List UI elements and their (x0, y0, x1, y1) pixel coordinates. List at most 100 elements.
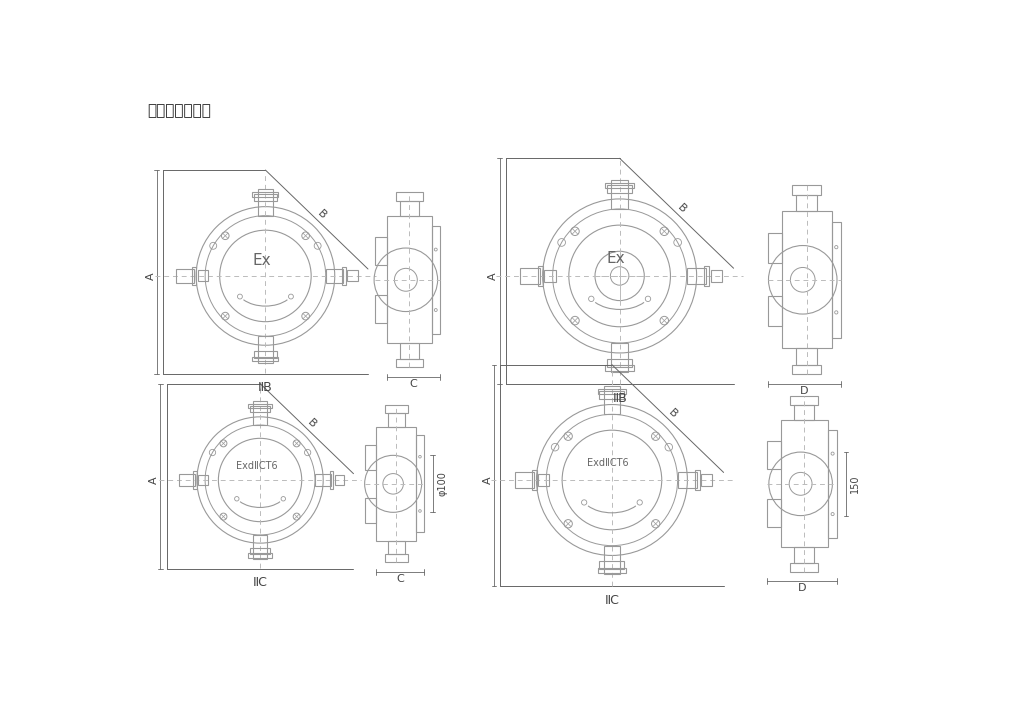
Bar (193, 472, 197, 489)
Text: Ex: Ex (607, 252, 625, 267)
Bar (532, 470, 536, 490)
Text: C: C (396, 575, 404, 585)
Text: 外形及安装尺寸: 外形及安装尺寸 (148, 102, 211, 118)
Bar (432, 226, 440, 334)
Bar (604, 386, 620, 415)
Bar (796, 348, 817, 365)
Text: φ100: φ100 (437, 472, 447, 496)
Text: B: B (305, 417, 318, 430)
Bar (544, 270, 556, 282)
Text: ⅡB: ⅡB (258, 381, 273, 394)
Bar (384, 554, 408, 562)
Bar (250, 405, 271, 412)
Bar (605, 183, 634, 188)
Bar (678, 472, 697, 487)
Bar (341, 267, 345, 286)
Bar (252, 356, 279, 361)
Bar (397, 192, 422, 201)
Text: A: A (146, 272, 156, 280)
Bar (701, 474, 712, 486)
Bar (790, 562, 819, 572)
Text: B: B (315, 208, 328, 221)
Text: D: D (800, 386, 809, 397)
Bar (538, 265, 542, 286)
Bar (416, 435, 423, 532)
Text: D: D (797, 583, 807, 593)
Text: B: B (675, 203, 688, 215)
Bar (605, 366, 634, 371)
Bar (335, 475, 344, 485)
Text: B: B (666, 407, 679, 420)
Bar (365, 445, 376, 470)
Bar (387, 413, 405, 427)
Bar (250, 548, 271, 554)
Bar (828, 430, 836, 538)
Bar (781, 420, 828, 547)
Bar (248, 554, 272, 558)
Bar (254, 350, 277, 358)
Text: A: A (483, 476, 493, 484)
Bar (687, 268, 706, 283)
Text: ExdⅡCT6: ExdⅡCT6 (587, 459, 629, 469)
Bar (607, 359, 632, 367)
Bar (768, 233, 782, 263)
Bar (792, 365, 821, 374)
Bar (347, 270, 358, 281)
Bar (365, 497, 376, 523)
Bar (178, 474, 195, 486)
Bar (598, 567, 626, 573)
Bar (695, 470, 699, 490)
Bar (767, 441, 781, 469)
Bar (598, 389, 626, 394)
Bar (611, 343, 628, 372)
Bar (790, 396, 819, 405)
Bar (704, 265, 709, 286)
Bar (604, 546, 620, 575)
Bar (374, 236, 387, 265)
Bar (600, 562, 624, 569)
Bar (400, 201, 419, 216)
Bar (710, 270, 722, 282)
Bar (384, 405, 408, 413)
Bar (253, 535, 266, 559)
Bar (607, 185, 632, 193)
Bar (400, 343, 419, 358)
Bar (515, 472, 534, 487)
Text: Ex: Ex (252, 253, 272, 268)
Text: A: A (488, 272, 498, 280)
Bar (376, 427, 416, 541)
Bar (198, 270, 208, 281)
Bar (397, 358, 422, 368)
Bar (767, 499, 781, 527)
Bar (198, 475, 208, 485)
Text: ⅡB: ⅡB (612, 392, 627, 404)
Bar (538, 474, 549, 486)
Bar (521, 268, 540, 283)
Bar (248, 404, 272, 408)
Text: ExdⅡCT6: ExdⅡCT6 (236, 461, 278, 471)
Bar (387, 541, 405, 554)
Bar (330, 472, 333, 489)
Bar (258, 190, 273, 216)
Text: 150: 150 (851, 474, 860, 493)
Bar (600, 391, 624, 399)
Bar (253, 401, 266, 425)
Bar (796, 195, 817, 211)
Bar (831, 221, 840, 338)
Bar (782, 211, 831, 348)
Bar (176, 269, 194, 283)
Bar (611, 180, 628, 209)
Bar (252, 193, 279, 198)
Bar (794, 547, 815, 562)
Bar (258, 336, 273, 363)
Bar (374, 295, 387, 323)
Bar (792, 185, 821, 195)
Bar (192, 267, 196, 286)
Bar (254, 194, 277, 201)
Bar (315, 474, 331, 486)
Text: ⅡC: ⅡC (605, 593, 619, 606)
Text: ⅡC: ⅡC (252, 576, 268, 589)
Text: A: A (150, 476, 159, 484)
Bar (387, 216, 432, 343)
Bar (326, 269, 343, 283)
